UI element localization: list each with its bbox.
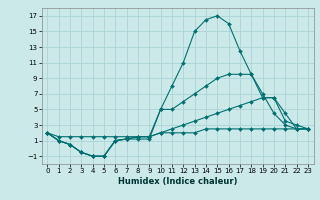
X-axis label: Humidex (Indice chaleur): Humidex (Indice chaleur) [118, 177, 237, 186]
